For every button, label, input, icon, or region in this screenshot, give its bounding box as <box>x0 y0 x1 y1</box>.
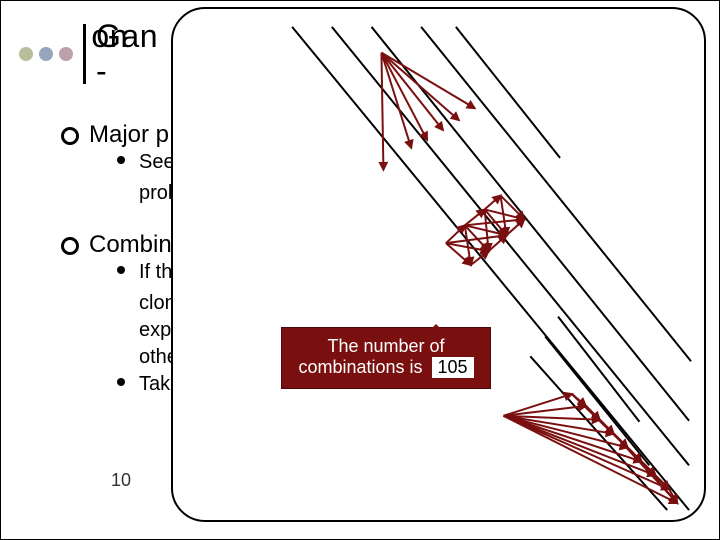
title-line2: - <box>96 53 107 89</box>
accent-dots <box>19 47 73 61</box>
diagram-svg <box>173 9 704 520</box>
slide-masthead: Gan on - <box>19 19 158 89</box>
dot-2 <box>39 47 53 61</box>
slide-title: Gan on - <box>96 19 158 89</box>
callout: The number of combinations is 105 <box>281 327 491 389</box>
title-suffix: on <box>91 19 128 54</box>
slide: Gan on - Major p See prob Combin If the … <box>0 0 720 540</box>
bullet-1-text: Major p <box>89 121 169 148</box>
bullet-1: Major p See prob <box>61 121 187 207</box>
title-bar <box>83 24 86 84</box>
dot-3 <box>59 47 73 61</box>
callout-line1: The number of <box>327 336 444 356</box>
callout-line2: combinations is <box>298 357 422 377</box>
bullet-2-text: Combin <box>89 231 172 258</box>
bullet-2: Combin If the clone explo other Take <box>61 231 187 398</box>
dot-1 <box>19 47 33 61</box>
callout-value: 105 <box>432 357 474 378</box>
page-number: 10 <box>111 470 131 491</box>
diagram-panel: The number of combinations is 105 <box>171 7 706 522</box>
slide-body: Major p See prob Combin If the clone exp… <box>61 121 187 422</box>
